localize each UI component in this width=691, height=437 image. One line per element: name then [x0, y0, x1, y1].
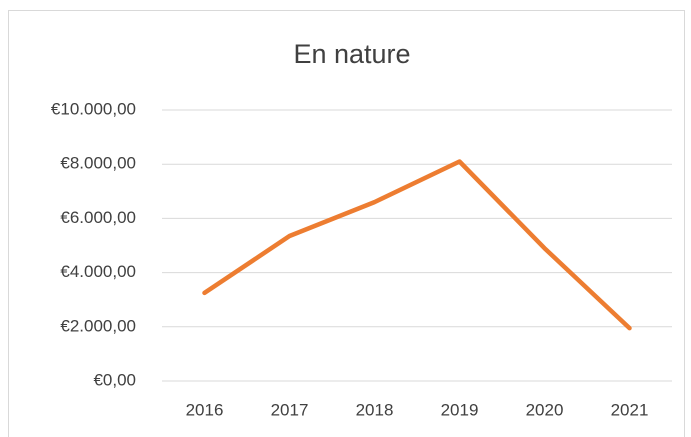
x-tick-label: 2018 [356, 400, 394, 419]
y-tick-label: €0,00 [93, 370, 136, 389]
chart-title: En nature [293, 39, 410, 69]
x-tick-label: 2016 [186, 400, 224, 419]
y-tick-label: €8.000,00 [60, 154, 136, 173]
x-tick-label: 2021 [611, 400, 649, 419]
x-tick-label: 2020 [526, 400, 564, 419]
y-tick-label: €10.000,00 [51, 99, 136, 118]
x-tick-label: 2017 [271, 400, 309, 419]
y-tick-label: €4.000,00 [60, 262, 136, 281]
x-tick-label: 2019 [441, 400, 479, 419]
line [202, 159, 632, 331]
chart-frame [8, 10, 685, 437]
y-tick-label: €2.000,00 [60, 316, 136, 335]
y-tick-label: €6.000,00 [60, 208, 136, 227]
